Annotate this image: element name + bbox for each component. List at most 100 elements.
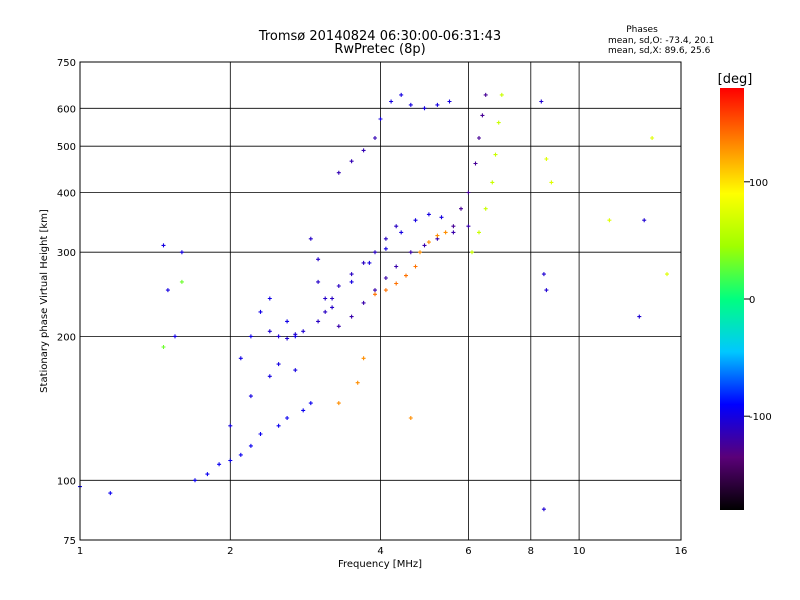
x-tick-label: 8 [528, 546, 534, 557]
stats-o-mode: mean, sd,O: -73.4, 20.1 [608, 36, 714, 46]
data-point-s3-10 [308, 401, 313, 406]
data-point-s14-0 [470, 250, 474, 255]
y-tick-label: 750 [57, 58, 76, 69]
data-point-s19-4 [665, 272, 669, 277]
data-point-s12-4 [422, 106, 427, 111]
data-point-s19-2 [607, 218, 612, 223]
data-point-s18-5 [637, 314, 642, 319]
data-point-s13-1 [459, 206, 463, 211]
data-point-s14-3 [490, 180, 495, 185]
data-point-s6-3 [293, 332, 298, 337]
y-tick-label: 600 [57, 104, 76, 115]
data-point-s19-3 [650, 136, 655, 140]
data-point-s10-2 [316, 279, 321, 284]
data-point-s3-9 [301, 408, 306, 413]
data-point-s13-5 [480, 113, 485, 118]
data-point-s4-2 [267, 374, 272, 379]
colorbar-ticks: 100 0 -100 [744, 178, 772, 423]
data-point-s3-3 [228, 458, 233, 463]
data-point-s15-1 [383, 288, 388, 293]
data-point-s8-4 [383, 276, 388, 280]
data-point-s12-3 [408, 102, 413, 107]
data-point-s7-6 [373, 250, 377, 255]
data-point-s2-1 [179, 279, 184, 284]
data-point-s7-8 [394, 224, 399, 229]
data-point-s16-3 [443, 230, 448, 235]
y-axis-label: Stationary phase Virtual Height [km] [39, 209, 50, 393]
data-point-s4-3 [276, 362, 281, 367]
data-point-s15-3 [404, 273, 408, 278]
data-point-s16-2 [435, 233, 440, 238]
data-point-s1-0 [161, 243, 166, 248]
data-point-s8-9 [451, 230, 456, 235]
data-point-s18-2 [544, 288, 549, 293]
chart-subtitle: RwPretec (8p) [334, 42, 425, 57]
data-point-s9-3 [399, 230, 404, 235]
plot-frame [79, 61, 682, 541]
y-tick-label: 500 [57, 142, 76, 153]
data-point-s6-1 [276, 334, 281, 339]
data-point-s17-3 [408, 416, 413, 420]
grid-lines [80, 62, 681, 540]
y-tick-label: 75 [63, 536, 76, 547]
data-point-s10-1 [316, 257, 321, 262]
data-point-s12-2 [399, 92, 404, 97]
data-point-s9-4 [413, 218, 418, 223]
data-point-s9-2 [383, 246, 388, 251]
data-points [78, 92, 669, 512]
data-point-s12-6 [447, 99, 452, 104]
data-point-s12-5 [435, 102, 440, 107]
data-point-s11-1 [349, 159, 354, 164]
colorbar-tick-label: -100 [749, 412, 772, 423]
data-point-s3-1 [205, 472, 210, 477]
data-point-s1-1 [165, 288, 170, 293]
data-point-s7-5 [361, 260, 366, 265]
x-tick-label: 2 [227, 546, 233, 557]
data-point-s12-0 [378, 117, 383, 121]
chart-title: Tromsø 20140824 06:30:00-06:31:43 [258, 29, 501, 44]
data-point-s8-2 [361, 300, 366, 305]
data-point-s7-3 [336, 284, 341, 288]
data-point-s3-5 [248, 443, 253, 448]
colorbar [720, 88, 744, 510]
colorbar-tick-label: 0 [749, 295, 755, 306]
data-point-s11-0 [336, 170, 341, 175]
data-point-s14-4 [493, 152, 498, 157]
data-point-s1-2 [173, 334, 177, 339]
data-point-s19-1 [549, 180, 554, 185]
data-point-s18-3 [541, 507, 546, 512]
colorbar-label: [deg] [718, 72, 753, 87]
data-point-s8-3 [373, 288, 377, 293]
data-point-s9-6 [439, 215, 444, 220]
data-point-s3-2 [217, 462, 222, 467]
data-point-s5-2 [258, 309, 263, 314]
y-axis-ticks: 75 100 200 300 400 500 600 750 [57, 58, 76, 547]
data-point-s5-1 [248, 334, 253, 339]
data-point-s6-2 [285, 336, 290, 341]
colorbar-tick-label: 100 [749, 178, 768, 189]
data-point-s5-3 [267, 296, 272, 301]
x-axis-label: Frequency [MHz] [338, 559, 422, 570]
data-point-s15-0 [373, 292, 377, 297]
y-tick-label: 400 [57, 189, 76, 200]
data-point-s9-1 [367, 260, 372, 265]
data-point-s15-2 [394, 281, 399, 286]
data-point-s10-3 [323, 296, 328, 301]
y-tick-label: 300 [57, 248, 76, 259]
data-point-s8-6 [408, 250, 413, 255]
data-point-s2-0 [161, 345, 166, 349]
data-point-s6-4 [301, 329, 306, 334]
data-point-s8-1 [349, 314, 354, 319]
x-axis-ticks: 1 2 4 6 8 10 16 [77, 546, 688, 557]
data-point-s6-0 [267, 329, 272, 334]
data-point-s4-0 [228, 423, 233, 428]
data-point-s9-5 [426, 212, 431, 217]
data-point-s16-0 [418, 250, 422, 255]
y-tick-label: 200 [57, 332, 76, 343]
data-point-s17-0 [336, 401, 341, 406]
x-tick-label: 6 [465, 546, 471, 557]
data-point-s0-1 [108, 491, 113, 496]
data-point-s17-2 [361, 356, 366, 361]
data-point-s14-6 [499, 92, 504, 97]
